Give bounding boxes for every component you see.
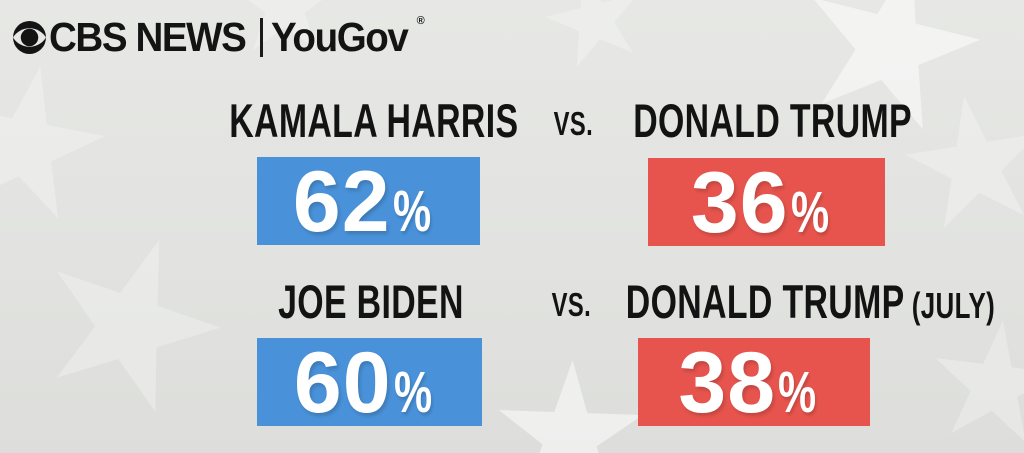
percent-sign: %: [778, 359, 817, 425]
background-star: [534, 0, 655, 81]
trump-value-1: 36%: [690, 154, 829, 251]
july-suffix: (JULY): [911, 285, 995, 326]
brand-logo: CBS NEWS YouGov ®: [13, 14, 425, 60]
logo-divider: [259, 17, 264, 57]
background-star: [0, 51, 119, 239]
matchup2-vs-label: VS.: [551, 286, 591, 323]
registered-mark: ®: [416, 15, 425, 27]
harris-value: 62%: [292, 153, 431, 250]
matchup1-right-name: DONALD TRUMP: [633, 94, 913, 147]
trump-value-box-2: 38%: [638, 338, 870, 426]
trump-value-2: 38%: [678, 334, 817, 431]
matchup2-right-name: DONALD TRUMP (JULY): [625, 275, 995, 328]
matchup2-left-name: JOE BIDEN: [278, 275, 464, 328]
yougov-wordmark: YouGov: [271, 14, 409, 60]
percent-sign: %: [790, 179, 829, 245]
percent-sign: %: [393, 359, 432, 425]
matchup1-left-name: KAMALA HARRIS: [229, 94, 519, 147]
matchup1-vs-label: VS.: [553, 105, 593, 142]
percent-sign: %: [392, 178, 431, 244]
cbs-eye-icon: [13, 20, 46, 54]
trump-value-box-1: 36%: [648, 158, 885, 246]
harris-value-box: 62%: [257, 157, 480, 245]
background-star: [16, 211, 245, 440]
cbs-news-wordmark: CBS NEWS: [49, 14, 247, 60]
biden-value: 60%: [293, 334, 432, 431]
background-star: [923, 313, 1024, 453]
biden-value-box: 60%: [257, 338, 482, 426]
background-star: [492, 357, 647, 453]
